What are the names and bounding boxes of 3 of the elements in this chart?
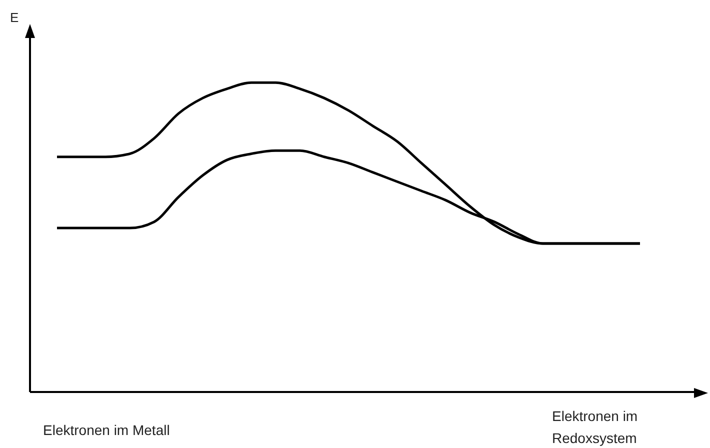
text: E xyxy=(10,10,19,25)
text: Elektronen im Metall xyxy=(43,422,170,438)
text: Elektronen im Redoxsystem xyxy=(552,407,639,448)
